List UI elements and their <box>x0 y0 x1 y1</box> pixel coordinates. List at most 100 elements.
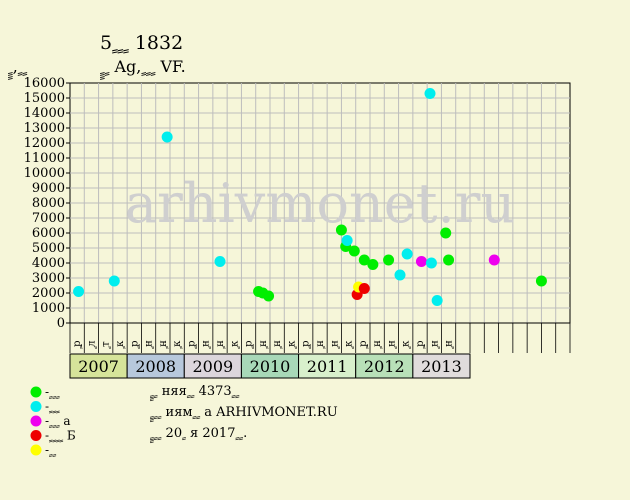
y-axis-label: ٍ ٍ, ٍ ٍ <box>7 57 27 80</box>
y-tick-label: 13000 <box>24 121 65 136</box>
year-label: 2008 <box>135 357 176 376</box>
y-tick-label: 10000 <box>24 166 65 181</box>
y-tick-label: 0 <box>57 316 65 331</box>
legend-marker <box>30 415 42 427</box>
y-tick-label: 12000 <box>24 136 65 151</box>
x-tick-label: ٍ н <box>215 340 226 350</box>
x-tick-label: ٍ н <box>329 340 340 350</box>
x-tick-label: ٍ н <box>429 340 440 350</box>
info-line: ٍ ٍ ٍ ٍ 20 ٍ я 2017 ٍ ٍ. <box>150 426 248 444</box>
y-axis: 0100020003000400050006000700080009000100… <box>24 76 70 331</box>
x-tick-label: ٍ к <box>229 340 240 350</box>
data-point <box>161 131 173 143</box>
year-band <box>355 353 414 379</box>
x-tick-label: ٍ р <box>244 340 255 350</box>
data-point <box>348 245 360 257</box>
y-tick-label: 15000 <box>24 91 65 106</box>
x-tick-label: ٍ н <box>144 340 155 350</box>
legend-marker <box>30 444 42 456</box>
y-tick-label: 4000 <box>32 256 65 271</box>
year-band <box>412 353 471 379</box>
data-point <box>335 224 347 236</box>
data-point <box>358 283 370 294</box>
x-tick-label: ٍ р <box>186 340 197 350</box>
legend-marker <box>30 401 42 412</box>
y-tick-label: 11000 <box>24 151 65 166</box>
y-tick-label: 9000 <box>32 181 65 196</box>
year-band <box>240 353 300 379</box>
x-tick-label: ٍ н <box>444 340 455 350</box>
legend-label: - ٍ ٍ ٍ ٍ Б <box>45 429 76 443</box>
x-tick-label: ٍ к <box>115 340 126 350</box>
x-tick-label: ٍ р <box>72 340 83 350</box>
data-point <box>73 286 85 297</box>
year-label: 2013 <box>421 357 462 376</box>
x-tick-label: ٍ т <box>101 341 112 350</box>
x-axis: ٍ рٍ лٍ тٍ кٍ рٍ нٍ нٍ кٍ рٍ нٍ нٍ кٍ рٍ… <box>69 322 571 353</box>
x-tick-label: ٍ к <box>172 340 183 350</box>
x-tick-label: ٍ н <box>201 340 212 350</box>
year-band <box>298 353 357 379</box>
x-tick-label: ٍ р <box>129 340 140 350</box>
year-label: 2012 <box>364 357 405 376</box>
data-point <box>263 290 275 302</box>
year-band <box>69 353 128 379</box>
legend-label: - ٍ ٍ <box>45 443 57 457</box>
data-point <box>367 259 379 270</box>
data-point <box>424 88 436 99</box>
x-tick-label: ٍ н <box>386 340 397 350</box>
x-tick-label: ٍ к <box>286 340 297 350</box>
data-points <box>73 88 547 306</box>
data-point <box>425 257 437 269</box>
data-point <box>214 256 226 267</box>
x-tick-label: ٍ р <box>358 340 369 350</box>
year-bands: 2007 2008 2009 2010 2011 2012 2013 <box>69 353 471 379</box>
x-tick-label: ٍ н <box>315 340 326 350</box>
year-label: 2011 <box>307 357 348 376</box>
data-point <box>431 295 443 306</box>
data-point <box>443 254 455 266</box>
y-tick-label: 14000 <box>24 106 65 121</box>
info-line: ٍ ٍ ٍ ٍ иям ٍ ٍ а ARHIVMONET.RU <box>150 405 338 423</box>
info-block: ٍ ٍ ٍ няя ٍ ٍ 4373 ٍ ٍٍ ٍ ٍ ٍ иям ٍ ٍ а … <box>150 384 338 444</box>
x-tick-label: ٍ р <box>415 340 426 350</box>
data-point <box>341 235 353 246</box>
x-tick-label: ٍ р <box>301 340 312 350</box>
x-tick-label: ٍ н <box>372 340 383 350</box>
watermark: arhivmonet.ru <box>125 172 515 235</box>
legend-label: - ٍ ٍ ٍ <box>45 400 60 414</box>
data-point <box>383 254 395 266</box>
year-label: 2009 <box>192 357 233 376</box>
x-tick-label: ٍ н <box>272 340 283 350</box>
y-tick-label: 7000 <box>32 211 65 226</box>
data-point <box>415 256 427 267</box>
x-tick-label: ٍ н <box>158 340 169 350</box>
legend-marker <box>30 386 42 398</box>
x-tick-label: ٍ к <box>401 340 412 350</box>
grid <box>70 83 570 323</box>
chart-title: 5 ٍ ٍ ٍ 1832 <box>100 32 183 54</box>
y-tick-label: 6000 <box>32 226 65 241</box>
y-tick-label: 8000 <box>32 196 65 211</box>
data-point <box>108 275 120 287</box>
data-point <box>535 275 547 287</box>
data-point <box>358 254 370 266</box>
year-band <box>126 353 185 379</box>
y-tick-label: 2000 <box>32 286 65 301</box>
data-point <box>401 248 413 260</box>
legend-marker <box>30 430 42 441</box>
legend-label: - ٍ ٍ ٍ <box>45 385 60 399</box>
info-line: ٍ ٍ ٍ няя ٍ ٍ 4373 ٍ ٍ <box>150 384 240 402</box>
legend: - ٍ ٍ ٍ- ٍ ٍ ٍ- ٍ ٍ ٍ а- ٍ ٍ ٍ ٍ Б- ٍ ٍ <box>30 385 76 457</box>
y-tick-label: 5000 <box>32 241 65 256</box>
y-tick-label: 3000 <box>32 271 65 286</box>
legend-label: - ٍ ٍ ٍ а <box>45 414 71 428</box>
y-tick-label: 1000 <box>32 301 65 316</box>
x-tick-label: ٍ к <box>344 340 355 350</box>
chart-subtitle: ٍ ٍ ٍ Ag, ٍ ٍ ٍ VF. <box>99 57 185 80</box>
x-tick-label: ٍ л <box>86 340 97 350</box>
y-tick-label: 16000 <box>24 76 65 91</box>
year-label: 2010 <box>250 357 291 376</box>
data-point <box>394 269 406 281</box>
